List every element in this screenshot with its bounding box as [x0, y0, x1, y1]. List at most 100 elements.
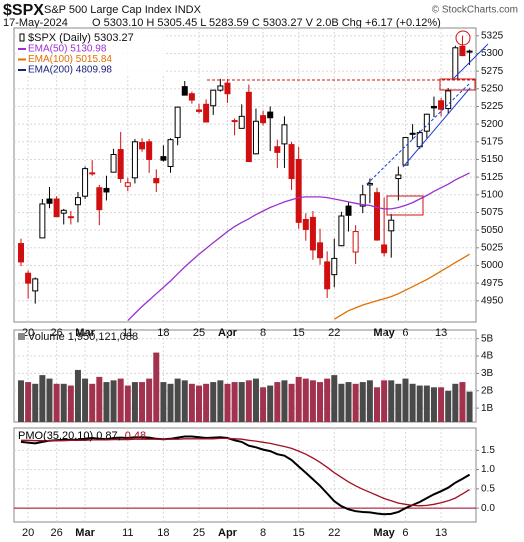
y-tick-label: 5B — [481, 333, 494, 344]
volume-bar — [103, 382, 110, 422]
volume-bar — [210, 382, 217, 422]
candle-body — [430, 105, 437, 109]
volume-bar — [110, 380, 117, 422]
candle-body — [252, 120, 259, 155]
volume-bar — [416, 385, 423, 422]
candle-body — [146, 141, 153, 160]
y-tick-label: 5200 — [481, 119, 504, 130]
volume-bar — [124, 385, 131, 422]
x-tick-label: 13 — [435, 527, 447, 539]
candle-body — [46, 198, 53, 204]
volume-bar — [224, 383, 231, 422]
volume-bar — [131, 382, 138, 422]
volume-bar — [146, 378, 153, 422]
volume-bar — [281, 380, 288, 422]
volume-bar — [60, 383, 67, 422]
volume-bar — [74, 369, 81, 422]
candle-body — [381, 244, 388, 254]
volume-bar — [167, 383, 174, 422]
x-tick-label: 8 — [260, 327, 266, 339]
volume-bar — [203, 383, 210, 422]
annotations — [207, 30, 489, 216]
volume-bar — [452, 383, 459, 422]
volume-bar — [252, 378, 259, 422]
volume-bar — [338, 383, 345, 422]
volume-bar — [160, 382, 167, 422]
volume-bar — [46, 378, 53, 422]
candle-body — [466, 50, 473, 53]
x-tick-label: 6 — [402, 527, 408, 539]
legend-label: 0.48 — [125, 430, 146, 442]
volume-bar — [374, 387, 380, 422]
y-tick-label: 5150 — [481, 154, 504, 165]
candle-body — [60, 209, 67, 214]
volume-bar — [366, 380, 373, 422]
candle-body — [267, 111, 274, 119]
candle-body — [74, 197, 81, 206]
candle-body — [288, 144, 295, 180]
candle-body — [438, 100, 445, 110]
y-tick-label: 5075 — [481, 207, 504, 218]
candle-body — [445, 90, 452, 110]
y-tick-label: 5250 — [481, 83, 504, 94]
candle-body — [366, 182, 373, 186]
volume-bar — [459, 382, 466, 422]
candle-body — [210, 89, 217, 107]
volume-bar — [345, 382, 352, 422]
watermark: © StockCharts.com — [432, 5, 518, 16]
candle-body — [53, 198, 60, 218]
candle-body — [274, 146, 281, 153]
volume-bar — [317, 382, 324, 422]
volume-bar — [381, 380, 388, 422]
candle-body — [188, 93, 195, 101]
x-tick-label: Apr — [218, 327, 238, 339]
volume-bar — [267, 385, 274, 422]
candle-body — [32, 278, 39, 292]
candle-body — [110, 154, 117, 173]
x-tick-label: 18 — [157, 527, 169, 539]
volume-bar — [67, 385, 74, 422]
x-tick-label: 22 — [328, 527, 340, 539]
candle-body — [402, 137, 409, 166]
y-tick-label: 5000 — [481, 260, 504, 271]
volume-bar — [359, 382, 366, 422]
volume-bar — [238, 382, 245, 422]
y-tick-label: 0.5 — [481, 484, 495, 495]
volume-bar — [245, 380, 252, 422]
trend-line — [402, 87, 471, 168]
x-tick-label: 20 — [22, 327, 34, 339]
candle-body — [352, 231, 359, 253]
volume-bar — [53, 383, 60, 422]
y-tick-label: 5100 — [481, 189, 504, 200]
volume-bar — [430, 387, 437, 422]
x-tick-label: 13 — [435, 327, 447, 339]
x-tick-label: Mar — [75, 327, 95, 339]
x-tick-label: 22 — [328, 327, 340, 339]
volume-bar — [82, 378, 89, 422]
volume-bar — [388, 380, 395, 422]
y-tick-label: 4975 — [481, 278, 504, 289]
candle-body — [395, 174, 402, 180]
candle-body — [224, 82, 231, 95]
x-tick-label: 26 — [50, 527, 62, 539]
y-tick-label: 4950 — [481, 295, 504, 306]
x-tick-label: 25 — [193, 527, 205, 539]
volume-bar — [231, 382, 238, 422]
x-tick-label: 26 — [50, 327, 62, 339]
series-line — [21, 437, 470, 507]
volume-bar — [395, 383, 402, 422]
legend-label: Volume 1,950,121,088 — [28, 331, 138, 343]
series-line — [127, 172, 470, 322]
legend-label: PMO(35,20,10) 0.87, — [18, 430, 121, 442]
candle-body — [459, 45, 466, 57]
x-tick-label: May — [373, 327, 395, 339]
candle-body — [153, 178, 160, 184]
channel-line — [366, 83, 470, 185]
subtitle: S&P 500 Large Cap Index INDX — [44, 4, 202, 16]
candle-body — [309, 216, 316, 251]
y-tick-label: 5300 — [481, 48, 504, 59]
y-tick-label: 5225 — [481, 101, 504, 112]
candle-body — [317, 242, 324, 259]
